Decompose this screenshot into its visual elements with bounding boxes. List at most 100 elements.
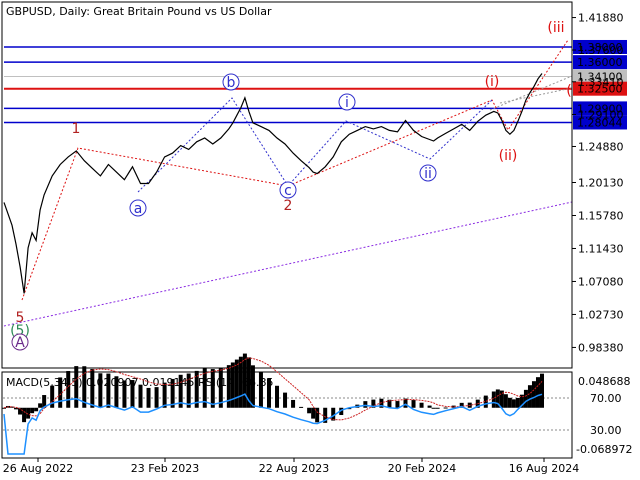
level-label-box [573, 39, 627, 54]
macd-bar [527, 385, 532, 408]
date-tick-label: 16 Aug 2024 [509, 462, 579, 475]
wave-marker-i: i [338, 93, 356, 111]
macd-bar [106, 373, 111, 408]
price-tick-label: 1.20130 [578, 176, 624, 189]
macd-bar [523, 389, 528, 408]
price-tick-label: 1.15780 [578, 209, 624, 222]
level-label: 1.38000 [577, 41, 623, 54]
macd-bar [250, 365, 255, 408]
svg-text:i: i [345, 95, 349, 111]
macd-bar [74, 366, 79, 408]
date-tick-label: 23 Feb 2023 [131, 462, 199, 475]
price-axis: 1.41880 1.37600 1.33410 1.29100 1.24880 1.201… [571, 3, 624, 367]
macd-bar [178, 374, 183, 408]
macd-bar [507, 397, 512, 408]
macd-bar [226, 365, 231, 408]
upper-channel-line-1 [489, 75, 573, 111]
wave-marker-A: A [11, 333, 29, 351]
macd-bar [379, 398, 384, 408]
svg-text:A: A [15, 335, 25, 351]
macd-bar [403, 398, 408, 408]
macd-bar [419, 402, 424, 408]
price-series-line [3, 73, 543, 294]
macd-bar [82, 366, 87, 408]
level-label-box [573, 115, 627, 130]
price-tick-label: 1.11430 [578, 242, 624, 255]
macd-bar [242, 353, 247, 408]
macd-bar [210, 369, 215, 408]
wave-label-paren-i: (i) [485, 74, 500, 90]
macd-bar [315, 407, 320, 423]
macd-bar [90, 368, 95, 408]
price-tick-label: 1.37600 [578, 44, 624, 57]
macd-bar [371, 399, 376, 408]
macd-bar [30, 407, 35, 414]
macd-bar [38, 403, 43, 408]
macd-bar [162, 382, 167, 408]
macd-bar [275, 385, 280, 408]
macd-bar [238, 356, 243, 408]
wave-label-5-green: (5) [10, 323, 30, 339]
date-tick-label: 22 Aug 2023 [259, 462, 329, 475]
level-label: 1.36000 [577, 56, 623, 69]
macd-bar [531, 381, 536, 408]
macd-bar [311, 407, 316, 419]
macd-bar [435, 407, 440, 409]
trendlines [3, 75, 573, 327]
date-axis: 26 Aug 2022 23 Feb 2023 22 Aug 2023 20 Feb … [3, 458, 579, 475]
macd-bar [42, 395, 47, 408]
macd-bar [114, 376, 119, 408]
wave-marker-c: c [279, 181, 297, 199]
macd-bar [291, 399, 296, 408]
wave-label-1: 1 [72, 121, 81, 137]
macd-bar [50, 385, 55, 408]
macd-bar [395, 401, 400, 408]
macd-bar [10, 406, 15, 408]
date-tick-label: 26 Aug 2022 [3, 462, 73, 475]
svg-text:a: a [134, 201, 143, 217]
macd-bar [230, 362, 235, 408]
macd-bar [66, 371, 71, 408]
level-label-box [573, 55, 627, 70]
macd-bar [540, 373, 544, 408]
level-label-box [573, 69, 627, 84]
macd-bar [258, 372, 263, 408]
macd-bar [26, 407, 31, 419]
macd-bar [323, 407, 328, 423]
macd-bar [307, 407, 312, 414]
indicator-tick-bottom: -0.068972 [576, 443, 632, 456]
macd-bar [130, 380, 135, 408]
wave-marker-a: a [129, 199, 147, 217]
macd-bar [138, 384, 143, 408]
wave-path-blue [137, 97, 493, 193]
macd-bar [194, 370, 199, 408]
date-tick-label: 20 Feb 2024 [388, 462, 456, 475]
macd-bar [218, 368, 223, 408]
macd-bar [14, 407, 19, 410]
macd-bar [246, 357, 251, 408]
price-tick-label: 1.41880 [578, 12, 624, 25]
price-tick-label: 0.98380 [578, 341, 624, 354]
wave-label-paren-ii: (ii) [499, 148, 518, 164]
macd-bar [299, 406, 304, 408]
level-label: 1.34100 [577, 71, 623, 84]
wave-label-paren-iii: (iii [547, 20, 564, 36]
macd-bar [339, 407, 344, 416]
indicator-tick-70: 70.00 [590, 392, 622, 405]
wave-marker-ii: ii [419, 164, 437, 182]
price-tick-label: 1.33410 [578, 76, 624, 89]
macd-histogram [2, 353, 544, 423]
macd-bar [495, 389, 500, 408]
indicator-pane-border [1, 371, 573, 459]
chart-title: GBPUSD, Daily: Great Britain Pound vs US… [6, 5, 272, 18]
level-label-box [573, 101, 627, 116]
macd-bar [411, 400, 416, 408]
macd-bar [202, 368, 207, 408]
level-label: 1.29900 [577, 102, 623, 115]
macd-bar [170, 378, 175, 408]
wave-label-2: 2 [284, 198, 293, 214]
right-edge-paren: ( [566, 83, 571, 99]
macd-bar [34, 407, 39, 412]
macd-bar [431, 407, 436, 409]
